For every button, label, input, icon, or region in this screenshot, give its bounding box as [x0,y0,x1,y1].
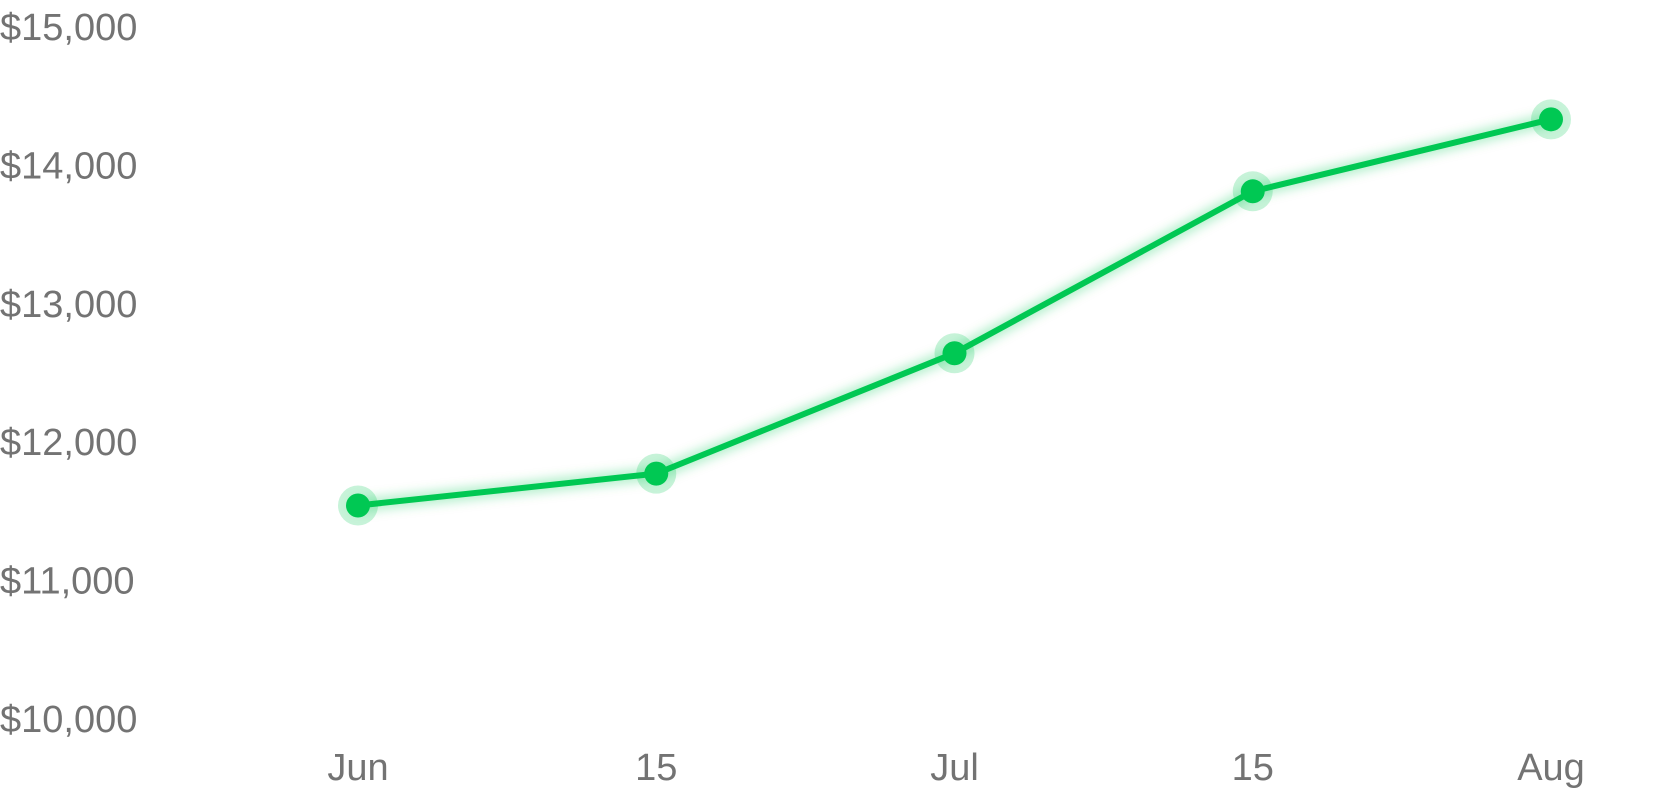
x-axis-labels: Jun 15 Jul 15 Aug [327,747,1584,789]
y-tick-label: $14,000 [0,145,137,187]
y-axis-labels: $15,000 $14,000 $13,000 $12,000 $11,000 $10,0… [0,7,137,741]
y-tick-label: $12,000 [0,422,137,464]
y-tick-label: $13,000 [0,284,137,326]
data-point[interactable] [1539,107,1563,132]
x-tick-label: Aug [1517,747,1585,789]
x-tick-label: Jul [930,747,979,789]
x-tick-label: 15 [635,747,677,789]
series-line [355,116,1554,509]
y-tick-label: $10,000 [0,699,137,741]
series-line-glow [351,112,1558,513]
data-point[interactable] [644,461,669,486]
series-layer [338,99,1571,526]
data-point[interactable] [346,493,370,518]
y-tick-label: $15,000 [0,7,137,49]
x-tick-label: Jun [327,747,388,789]
data-point[interactable] [942,341,967,366]
y-tick-label: $11,000 [0,561,135,603]
x-tick-label: 15 [1232,747,1274,789]
data-point[interactable] [1240,179,1265,204]
